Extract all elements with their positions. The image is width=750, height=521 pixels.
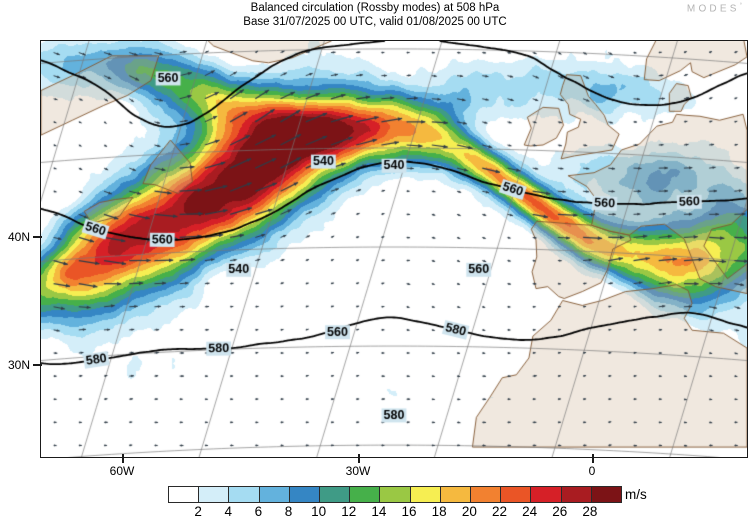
colorbar-segment — [229, 487, 260, 502]
y-axis-label-30n: 30N — [7, 358, 30, 372]
y-tick-40n — [33, 236, 42, 238]
x-tick-0 — [592, 454, 594, 463]
weather-map-canvas — [41, 41, 747, 457]
colorbar-tick: 2 — [194, 504, 202, 519]
colorbar-segment — [471, 487, 502, 502]
colorbar-segment — [259, 487, 290, 502]
x-axis-label-30w: 30W — [345, 464, 371, 478]
colorbar-tick: 16 — [401, 504, 417, 519]
x-tick-60w — [122, 454, 124, 463]
colorbar-segment — [169, 487, 200, 502]
colorbar-segment — [380, 487, 411, 502]
modes-logo-mark: ° — [739, 3, 742, 9]
page-title: Balanced circulation (Rossby modes) at 5… — [250, 2, 500, 14]
colorbar-tick: 8 — [284, 504, 293, 519]
colorbar-tick: 4 — [224, 504, 233, 519]
colorbar-segment — [561, 487, 592, 502]
colorbar-tick: 28 — [582, 504, 598, 519]
colorbar-ticklabels: 2 4 6 8 10 12 14 16 18 20 22 24 26 28 — [168, 503, 620, 521]
colorbar-gradient — [168, 486, 622, 503]
colorbar-segment — [440, 487, 472, 502]
colorbar-tick: 6 — [254, 504, 263, 519]
x-axis-label-0: 0 — [588, 464, 596, 478]
colorbar-tick: 14 — [371, 504, 387, 519]
map-plot-area — [40, 40, 748, 458]
colorbar-segment — [289, 487, 321, 502]
colorbar-segment — [501, 487, 532, 502]
colorbar-segment — [199, 487, 230, 502]
y-axis-label-40n: 40N — [7, 230, 30, 244]
colorbar-tick: 20 — [461, 504, 477, 519]
chart-subtitle: Base 31/07/2025 00 UTC, valid 01/08/2025… — [243, 16, 507, 28]
colorbar-segment — [591, 487, 622, 502]
colorbar-tick: 12 — [341, 504, 357, 519]
colorbar-segment — [350, 487, 381, 502]
colorbar: 2 4 6 8 10 12 14 16 18 20 22 24 26 28 — [168, 486, 622, 521]
modes-logo-text: MODES — [686, 3, 740, 15]
colorbar-segment — [320, 487, 351, 502]
colorbar-tick: 24 — [522, 504, 538, 519]
colorbar-tick: 22 — [491, 504, 507, 519]
x-tick-30w — [358, 454, 360, 463]
x-axis-label-60w: 60W — [109, 464, 135, 478]
colorbar-tick: 26 — [552, 504, 568, 519]
colorbar-segment — [410, 487, 441, 502]
chart-title-block: Balanced circulation (Rossby modes) at 5… — [0, 1, 750, 29]
modes-logo: MODES° — [687, 3, 742, 14]
colorbar-segment — [531, 487, 562, 502]
colorbar-tick: 18 — [431, 504, 447, 519]
y-tick-30n — [33, 364, 42, 366]
colorbar-tick: 10 — [311, 504, 327, 519]
colorbar-unit-label: m/s — [625, 487, 647, 502]
